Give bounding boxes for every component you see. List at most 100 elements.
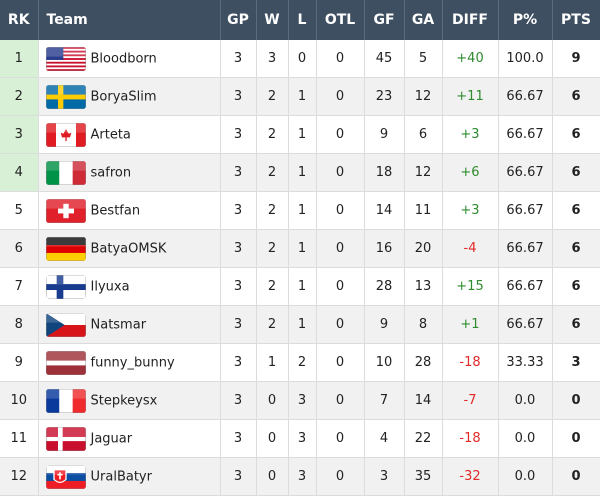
w-cell: 2 bbox=[256, 191, 289, 230]
pct-cell: 33.33 bbox=[498, 343, 553, 382]
column-header: GP bbox=[220, 0, 257, 40]
gp-cell: 3 bbox=[220, 419, 257, 458]
gp-cell: 3 bbox=[220, 267, 257, 306]
otl-cell: 0 bbox=[316, 191, 365, 230]
pts-cell: 9 bbox=[552, 40, 600, 78]
pct-cell: 66.67 bbox=[498, 115, 553, 154]
gp-cell: 3 bbox=[220, 381, 257, 420]
table-row: 4 safron 3 2 1 0 18 12 +6 66.67 6 bbox=[0, 153, 600, 192]
otl-cell: 0 bbox=[316, 381, 365, 420]
gf-cell: 45 bbox=[364, 40, 405, 78]
rk-cell: 5 bbox=[0, 191, 39, 230]
w-cell: 0 bbox=[256, 381, 289, 420]
diff-cell: -7 bbox=[442, 381, 499, 420]
team-cell: Bloodborn bbox=[38, 40, 221, 78]
team-cell: Stepkeysx bbox=[38, 381, 221, 420]
gf-cell: 7 bbox=[364, 381, 405, 420]
team-name: Bestfan bbox=[90, 203, 141, 218]
team-cell: BatyaOMSK bbox=[38, 229, 221, 268]
l-cell: 1 bbox=[288, 267, 317, 306]
l-cell: 1 bbox=[288, 153, 317, 192]
team-cell: Natsmar bbox=[38, 305, 221, 344]
team-cell: Jaguar bbox=[38, 419, 221, 458]
pct-cell: 66.67 bbox=[498, 305, 553, 344]
team-cell: UralBatyr bbox=[38, 457, 221, 496]
otl-cell: 0 bbox=[316, 419, 365, 458]
ga-cell: 6 bbox=[404, 115, 443, 154]
ga-cell: 28 bbox=[404, 343, 443, 382]
table-row: 1 Bloodborn 3 3 0 0 45 5 +40 100.0 9 bbox=[0, 40, 600, 78]
flag-icon bbox=[45, 312, 86, 337]
ga-cell: 14 bbox=[404, 381, 443, 420]
gf-cell: 14 bbox=[364, 191, 405, 230]
column-header: L bbox=[288, 0, 317, 40]
pts-cell: 3 bbox=[552, 343, 600, 382]
gf-cell: 9 bbox=[364, 305, 405, 344]
team-name: Jaguar bbox=[90, 431, 133, 446]
diff-cell: -18 bbox=[442, 343, 499, 382]
pct-cell: 66.67 bbox=[498, 267, 553, 306]
rk-cell: 10 bbox=[0, 381, 39, 420]
pts-cell: 6 bbox=[552, 267, 600, 306]
gp-cell: 3 bbox=[220, 457, 257, 496]
team-name: funny_bunny bbox=[90, 355, 175, 370]
gf-cell: 3 bbox=[364, 457, 405, 496]
table-row: 6 BatyaOMSK 3 2 1 0 16 20 -4 66.67 6 bbox=[0, 229, 600, 268]
w-cell: 2 bbox=[256, 153, 289, 192]
team-name: Ilyuxa bbox=[90, 279, 130, 294]
otl-cell: 0 bbox=[316, 40, 365, 78]
team-cell: BoryaSlim bbox=[38, 77, 221, 116]
otl-cell: 0 bbox=[316, 305, 365, 344]
team-name: UralBatyr bbox=[90, 469, 152, 484]
pts-cell: 6 bbox=[552, 115, 600, 154]
w-cell: 2 bbox=[256, 267, 289, 306]
ga-cell: 12 bbox=[404, 153, 443, 192]
pct-cell: 0.0 bbox=[498, 457, 553, 496]
team-name: Stepkeysx bbox=[90, 393, 158, 408]
team-cell: Ilyuxa bbox=[38, 267, 221, 306]
team-cell: Arteta bbox=[38, 115, 221, 154]
l-cell: 1 bbox=[288, 191, 317, 230]
column-header: RK bbox=[0, 0, 39, 40]
table-row: 3 Arteta 3 2 1 0 9 6 +3 66.67 6 bbox=[0, 115, 600, 154]
otl-cell: 0 bbox=[316, 77, 365, 116]
rk-cell: 7 bbox=[0, 267, 39, 306]
w-cell: 2 bbox=[256, 115, 289, 154]
pct-cell: 0.0 bbox=[498, 381, 553, 420]
flag-icon bbox=[45, 46, 86, 71]
l-cell: 1 bbox=[288, 305, 317, 344]
pts-cell: 6 bbox=[552, 153, 600, 192]
gf-cell: 18 bbox=[364, 153, 405, 192]
w-cell: 0 bbox=[256, 457, 289, 496]
rk-cell: 2 bbox=[0, 77, 39, 116]
team-name: Natsmar bbox=[90, 317, 147, 332]
flag-icon bbox=[45, 84, 86, 109]
header-row: RK Team GP W L OTL GF GA DIFF P% PTS bbox=[0, 0, 600, 40]
l-cell: 0 bbox=[288, 40, 317, 78]
ga-cell: 35 bbox=[404, 457, 443, 496]
gp-cell: 3 bbox=[220, 191, 257, 230]
diff-cell: -4 bbox=[442, 229, 499, 268]
flag-icon bbox=[45, 388, 86, 413]
w-cell: 0 bbox=[256, 419, 289, 458]
gp-cell: 3 bbox=[220, 40, 257, 78]
column-header: GF bbox=[364, 0, 405, 40]
otl-cell: 0 bbox=[316, 229, 365, 268]
table-row: 7 Ilyuxa 3 2 1 0 28 13 +15 66.67 6 bbox=[0, 267, 600, 306]
diff-cell: +11 bbox=[442, 77, 499, 116]
w-cell: 2 bbox=[256, 77, 289, 116]
pts-cell: 6 bbox=[552, 229, 600, 268]
column-header: P% bbox=[498, 0, 553, 40]
flag-icon bbox=[45, 198, 86, 223]
pts-cell: 6 bbox=[552, 77, 600, 116]
w-cell: 2 bbox=[256, 305, 289, 344]
flag-icon bbox=[45, 274, 86, 299]
column-header: W bbox=[256, 0, 289, 40]
gp-cell: 3 bbox=[220, 229, 257, 268]
rk-cell: 8 bbox=[0, 305, 39, 344]
l-cell: 3 bbox=[288, 419, 317, 458]
rk-cell: 6 bbox=[0, 229, 39, 268]
diff-cell: +15 bbox=[442, 267, 499, 306]
gf-cell: 4 bbox=[364, 419, 405, 458]
ga-cell: 22 bbox=[404, 419, 443, 458]
